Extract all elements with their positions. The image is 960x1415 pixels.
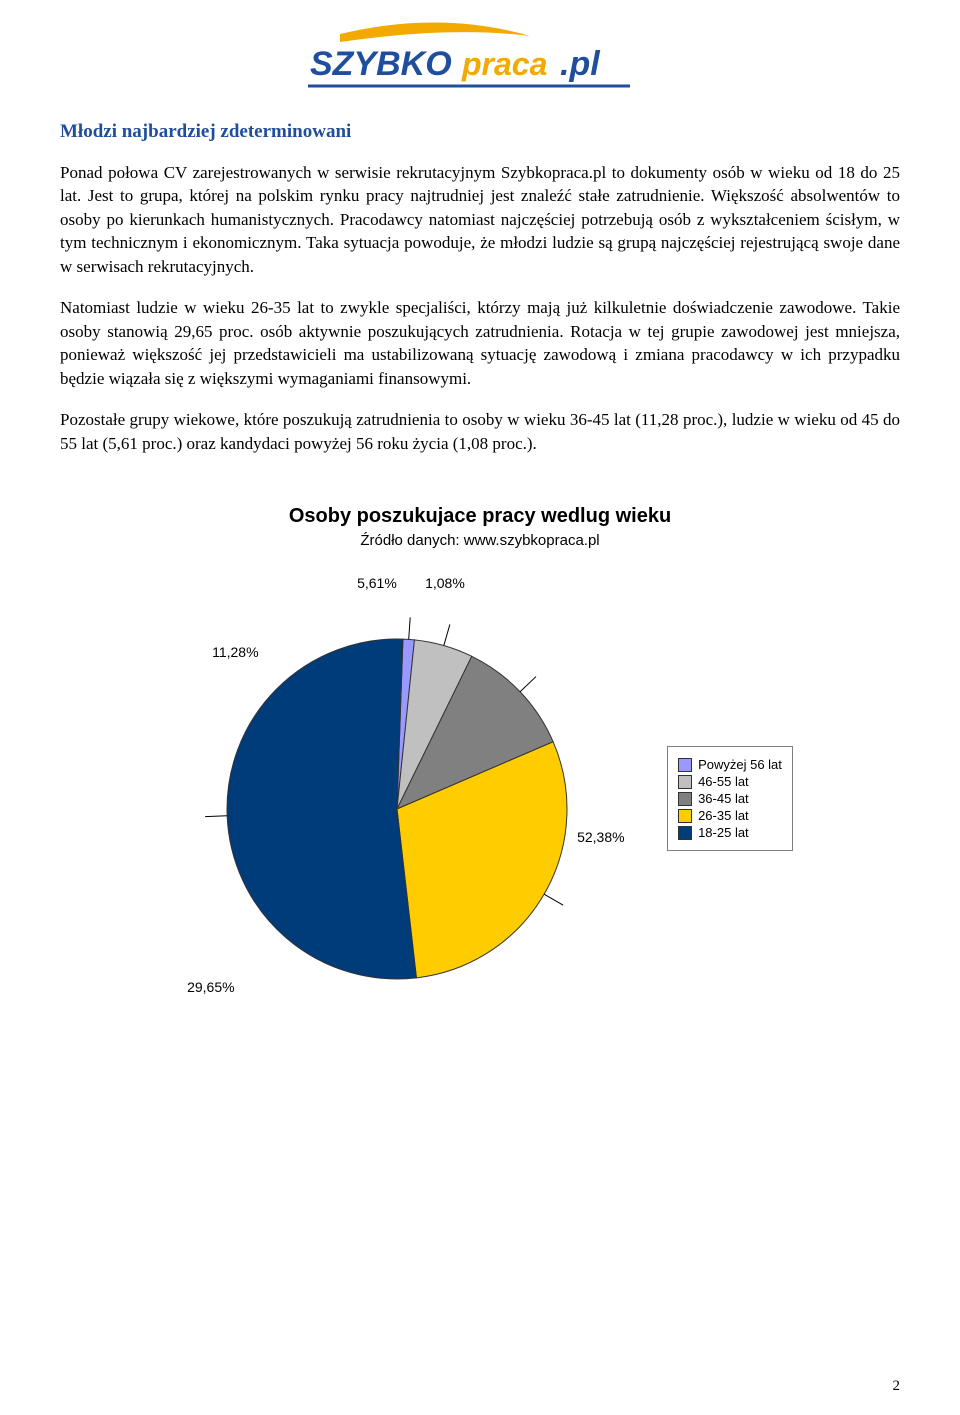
chart-block: Osoby poszukujace pracy wedlug wieku Źró… [60, 505, 900, 1029]
legend-swatch-icon [678, 775, 692, 789]
slice-data-label: 11,28% [212, 644, 258, 660]
logo-text-pl: .pl [560, 45, 601, 83]
page-number: 2 [893, 1378, 901, 1395]
legend-item: 26-35 lat [678, 808, 782, 823]
legend-item: 18-25 lat [678, 825, 782, 840]
leader-line [444, 624, 450, 645]
legend-swatch-icon [678, 758, 692, 772]
legend-label: Powyżej 56 lat [698, 757, 782, 772]
slice-data-label: 1,08% [425, 575, 465, 591]
legend-label: 18-25 lat [698, 825, 749, 840]
legend-item: Powyżej 56 lat [678, 757, 782, 772]
chart-row: 1,08% 5,61% 11,28% 29,65% 52,38% Powyżej 56 … [60, 569, 900, 1029]
logo: SZYBKO praca .pl [300, 20, 660, 98]
legend-label: 36-45 lat [698, 791, 749, 806]
logo-text-szybko: SZYBKO [310, 45, 452, 83]
legend-label: 46-55 lat [698, 774, 749, 789]
leader-line [205, 816, 227, 817]
pie-slice [227, 639, 416, 979]
logo-text-praca: praca [461, 46, 547, 82]
legend-swatch-icon [678, 792, 692, 806]
logo-swoosh-icon [340, 22, 530, 42]
legend-label: 26-35 lat [698, 808, 749, 823]
pie-chart [167, 569, 627, 1029]
slice-data-label: 29,65% [187, 979, 234, 995]
paragraph-2: Natomiast ludzie w wieku 26-35 lat to zw… [60, 296, 900, 390]
slice-data-label: 5,61% [357, 575, 397, 591]
logo-wrap: SZYBKO praca .pl [60, 20, 900, 103]
chart-legend: Powyżej 56 lat 46-55 lat 36-45 lat 26-35 la… [667, 746, 793, 851]
leader-line [409, 617, 411, 639]
legend-swatch-icon [678, 809, 692, 823]
leader-line [544, 894, 563, 905]
legend-item: 36-45 lat [678, 791, 782, 806]
leader-line [520, 677, 536, 692]
paragraph-3: Pozostałe grupy wiekowe, które poszukują… [60, 408, 900, 455]
section-heading: Młodzi najbardziej zdeterminowani [60, 121, 900, 143]
paragraph-1: Ponad połowa CV zarejestrowanych w serwi… [60, 161, 900, 278]
legend-swatch-icon [678, 826, 692, 840]
chart-subtitle: Źródło danych: www.szybkopraca.pl [60, 532, 900, 549]
slice-data-label: 52,38% [577, 829, 624, 845]
pie-wrap: 1,08% 5,61% 11,28% 29,65% 52,38% [167, 569, 627, 1029]
legend-item: 46-55 lat [678, 774, 782, 789]
logo-svg: SZYBKO praca .pl [300, 20, 660, 98]
chart-title: Osoby poszukujace pracy wedlug wieku [60, 505, 900, 528]
document-page: SZYBKO praca .pl Młodzi najbardziej zdet… [0, 0, 960, 1415]
